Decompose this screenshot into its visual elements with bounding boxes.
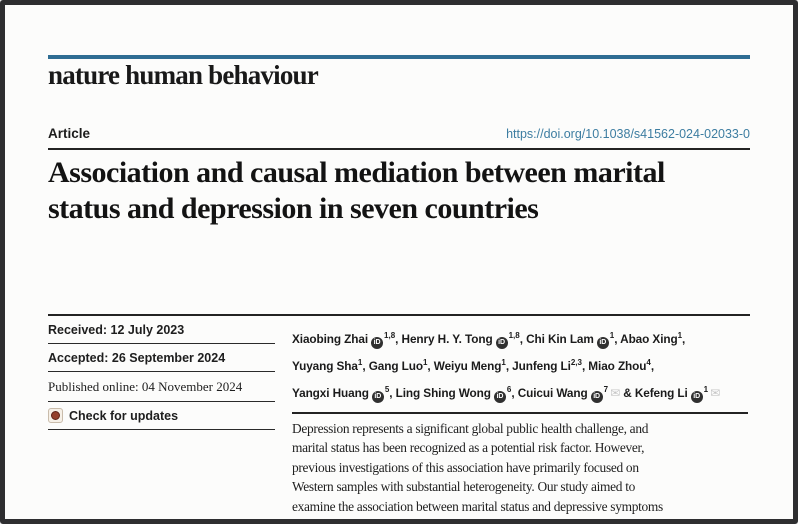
orcid-icon[interactable]: iD bbox=[596, 337, 609, 349]
dates-list: Received: 12 July 2023 Accepted: 26 Septe… bbox=[48, 316, 275, 402]
author-name: Junfeng Li bbox=[512, 359, 571, 373]
metadata-column: Received: 12 July 2023 Accepted: 26 Septe… bbox=[48, 316, 275, 519]
author-name: Xiaobing Zhai bbox=[292, 332, 369, 346]
author-name: Abao Xing bbox=[620, 332, 678, 346]
orcid-icon[interactable]: iD bbox=[493, 391, 506, 403]
abstract-line: marital status has been recognized as a … bbox=[292, 440, 645, 456]
abstract-line: Western samples with substantial heterog… bbox=[292, 479, 636, 495]
abstract-line: across countries with diverse cultural b… bbox=[292, 516, 748, 519]
author-affiliation-superscript: 1 bbox=[357, 358, 363, 367]
orcid-icon[interactable]: iD bbox=[690, 391, 703, 403]
article-type-label: Article bbox=[48, 126, 91, 141]
envelope-icon[interactable]: ✉ bbox=[610, 386, 621, 400]
author-name: Chi Kin Lam bbox=[526, 332, 594, 346]
author-name: Yuyang Sha bbox=[292, 359, 358, 373]
author-affiliation-superscript: 1 bbox=[422, 358, 428, 367]
author-line: Xiaobing Zhai iD1,8, Henry H. Y. Tong iD1,… bbox=[292, 324, 748, 351]
abstract-line: previous investigations of this associat… bbox=[292, 459, 639, 475]
author-affiliation-superscript: 6 bbox=[506, 385, 512, 394]
check-for-updates-button[interactable]: Check for updates bbox=[48, 402, 275, 430]
envelope-icon[interactable]: ✉ bbox=[710, 386, 721, 400]
author-affiliation-superscript: 1,8 bbox=[508, 331, 520, 340]
author-affiliation-superscript: 5 bbox=[384, 385, 390, 394]
author-name: Gang Luo bbox=[368, 359, 423, 373]
journal-wordmark: nature human behaviour bbox=[48, 60, 319, 90]
author-affiliation-superscript: 1 bbox=[703, 385, 709, 394]
author-line: Yangxi Huang iD5, Ling Shing Wong iD6, Cui… bbox=[292, 378, 748, 405]
author-name: Weiyu Meng bbox=[433, 359, 502, 373]
author-name: Kefeng Li bbox=[634, 386, 688, 400]
doi-link[interactable]: https://doi.org/10.1038/s41562-024-02033… bbox=[506, 127, 750, 141]
author-abstract-column: Xiaobing Zhai iD1,8, Henry H. Y. Tong iD1,… bbox=[292, 316, 748, 519]
divider-rule bbox=[48, 314, 750, 316]
author-list: Xiaobing Zhai iD1,8, Henry H. Y. Tong iD1,… bbox=[292, 316, 748, 405]
author-name: Yangxi Huang bbox=[292, 386, 369, 400]
author-affiliation-superscript: 1,8 bbox=[384, 331, 396, 340]
author-name: Ling Shing Wong bbox=[395, 386, 491, 400]
article-header-row: Article https://doi.org/10.1038/s41562-0… bbox=[48, 126, 750, 150]
abstract-line: examine the association between marital … bbox=[292, 498, 663, 514]
check-for-updates-label: Check for updates bbox=[69, 408, 179, 423]
author-name: Cuicui Wang bbox=[517, 386, 588, 400]
columns: Received: 12 July 2023 Accepted: 26 Septe… bbox=[48, 316, 750, 519]
published-online-date: Published online: 04 November 2024 bbox=[48, 372, 275, 402]
author-affiliation-superscript: 2,3 bbox=[570, 358, 582, 367]
received-date: Received: 12 July 2023 bbox=[48, 316, 275, 344]
abstract-line: Depression represents a significant glob… bbox=[292, 421, 649, 436]
orcid-icon[interactable]: iD bbox=[590, 391, 603, 403]
crossmark-icon bbox=[48, 408, 63, 423]
abstract-divider-rule bbox=[292, 412, 748, 414]
orcid-icon[interactable]: iD bbox=[371, 337, 384, 349]
author-affiliation-superscript: 1 bbox=[609, 331, 615, 340]
author-affiliation-superscript: 7 bbox=[603, 385, 609, 394]
author-affiliation-superscript: 1 bbox=[501, 358, 506, 367]
author-name: Miao Zhou bbox=[588, 359, 647, 373]
author-affiliation-superscript: 1 bbox=[677, 331, 683, 340]
author-name: Henry H. Y. Tong bbox=[401, 332, 493, 346]
orcid-icon[interactable]: iD bbox=[495, 337, 508, 349]
accepted-date: Accepted: 26 September 2024 bbox=[48, 344, 275, 372]
journal-accent-bar bbox=[48, 55, 750, 59]
orcid-icon[interactable]: iD bbox=[371, 391, 384, 403]
abstract-text: Depression represents a significant glob… bbox=[292, 419, 748, 519]
author-affiliation-superscript: 4 bbox=[646, 358, 651, 367]
author-line: Yuyang Sha1, Gang Luo1, Weiyu Meng1, Jun… bbox=[292, 358, 655, 373]
article-title: Association and causal mediation between… bbox=[48, 156, 665, 225]
